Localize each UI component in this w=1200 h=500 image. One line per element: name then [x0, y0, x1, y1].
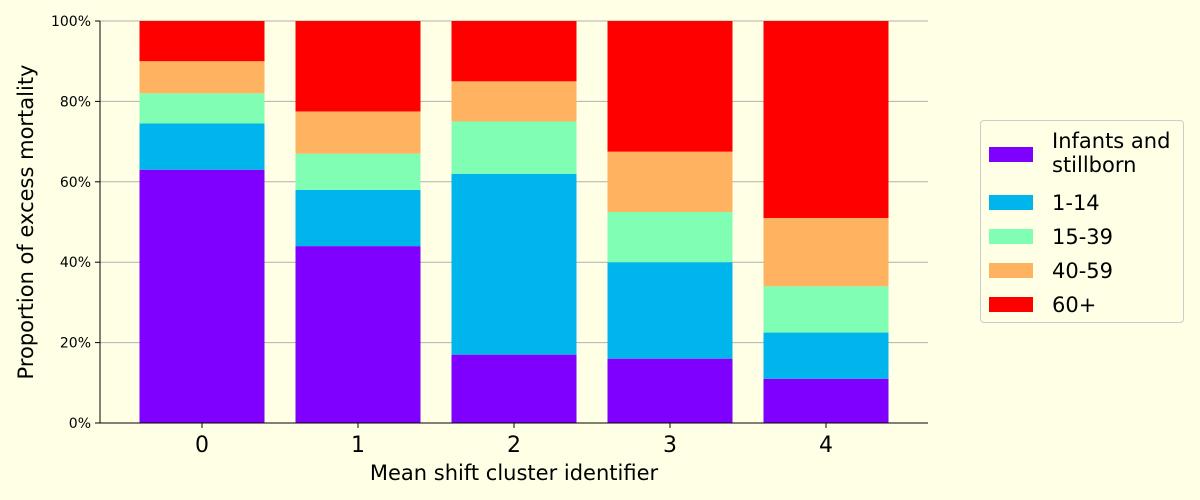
- y-tick-label: 60%: [60, 175, 91, 191]
- legend-swatch: [989, 263, 1033, 278]
- legend: Infants and stillborn 1-14 15-39 40-59 60+: [980, 120, 1184, 323]
- bar-segment: [295, 111, 421, 154]
- bar-segment: [139, 61, 265, 94]
- legend-label: 40-59: [1052, 259, 1114, 283]
- legend-swatch: [989, 229, 1033, 244]
- y-ticks: 0% 20% 40% 60% 80% 100%: [51, 14, 100, 432]
- bar-segment: [451, 173, 577, 355]
- bar-segment: [451, 81, 577, 122]
- legend-swatch: [989, 297, 1033, 312]
- y-tick-label: 20%: [60, 336, 91, 352]
- bar-segment: [451, 354, 577, 423]
- bar-segment: [139, 21, 265, 62]
- y-tick-label: 100%: [51, 14, 91, 30]
- legend-item: 40-59: [989, 259, 1182, 283]
- legend-swatch: [989, 195, 1033, 210]
- x-tick-label: 3: [663, 433, 677, 458]
- bar-segment: [139, 93, 265, 124]
- x-tick-label: 4: [819, 433, 833, 458]
- bar-segment: [607, 358, 733, 423]
- x-axis-label: Mean shift cluster identifier: [370, 461, 659, 485]
- bar-segment: [139, 169, 265, 423]
- bar-segment: [295, 153, 421, 190]
- bars: [139, 21, 889, 423]
- bar-segment: [451, 21, 577, 82]
- y-tick-label: 40%: [60, 255, 91, 271]
- bar-segment: [763, 286, 889, 333]
- x-tick-label: 1: [351, 433, 365, 458]
- bar-segment: [763, 217, 889, 287]
- legend-label: 15-39: [1052, 225, 1114, 249]
- y-axis-label: Proportion of excess mortality: [14, 65, 38, 380]
- x-tick-label: 2: [507, 433, 521, 458]
- legend-item: 1-14: [989, 191, 1182, 215]
- legend-label: 1-14: [1052, 191, 1100, 215]
- bar-segment: [607, 262, 733, 359]
- x-tick-label: 0: [195, 433, 209, 458]
- legend-label: Infants and stillborn: [1052, 129, 1171, 177]
- bar-segment: [607, 211, 733, 263]
- legend-item: Infants and stillborn: [989, 129, 1182, 177]
- bar-segment: [763, 332, 889, 379]
- bar-segment: [451, 121, 577, 174]
- x-ticks: 0 1 2 3 4: [195, 423, 833, 458]
- y-tick-label: 0%: [69, 416, 91, 432]
- legend-swatch: [989, 147, 1033, 162]
- bar-segment: [295, 246, 421, 423]
- legend-label: 60+: [1052, 293, 1097, 317]
- bar-segment: [295, 21, 421, 112]
- legend-item: 60+: [989, 293, 1182, 317]
- bar-segment: [763, 21, 889, 218]
- bar-segment: [139, 123, 265, 170]
- bar-segment: [607, 151, 733, 212]
- bar-segment: [763, 378, 889, 423]
- legend-item: 15-39: [989, 225, 1182, 249]
- bar-segment: [607, 21, 733, 152]
- y-tick-label: 80%: [60, 94, 91, 110]
- bar-segment: [295, 189, 421, 247]
